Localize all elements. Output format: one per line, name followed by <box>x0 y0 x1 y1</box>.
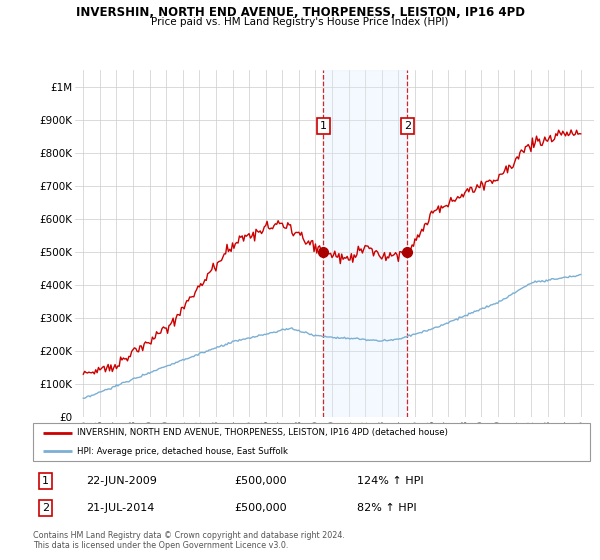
Text: 2: 2 <box>42 503 49 513</box>
Text: INVERSHIN, NORTH END AVENUE, THORPENESS, LEISTON, IP16 4PD (detached house): INVERSHIN, NORTH END AVENUE, THORPENESS,… <box>77 428 448 437</box>
Text: HPI: Average price, detached house, East Suffolk: HPI: Average price, detached house, East… <box>77 447 287 456</box>
Text: Contains HM Land Registry data © Crown copyright and database right 2024.
This d: Contains HM Land Registry data © Crown c… <box>33 531 345 550</box>
Bar <box>323 70 407 417</box>
Text: 1: 1 <box>42 475 49 486</box>
Text: INVERSHIN, NORTH END AVENUE, THORPENESS, LEISTON, IP16 4PD: INVERSHIN, NORTH END AVENUE, THORPENESS,… <box>76 6 524 18</box>
Text: 1: 1 <box>320 121 327 131</box>
Text: 82% ↑ HPI: 82% ↑ HPI <box>356 503 416 513</box>
Text: Price paid vs. HM Land Registry's House Price Index (HPI): Price paid vs. HM Land Registry's House … <box>151 17 449 27</box>
Text: £500,000: £500,000 <box>234 475 287 486</box>
FancyBboxPatch shape <box>33 423 590 460</box>
Text: 21-JUL-2014: 21-JUL-2014 <box>86 503 154 513</box>
Text: 124% ↑ HPI: 124% ↑ HPI <box>356 475 423 486</box>
Text: 2: 2 <box>404 121 411 131</box>
Text: £500,000: £500,000 <box>234 503 287 513</box>
Text: 22-JUN-2009: 22-JUN-2009 <box>86 475 157 486</box>
